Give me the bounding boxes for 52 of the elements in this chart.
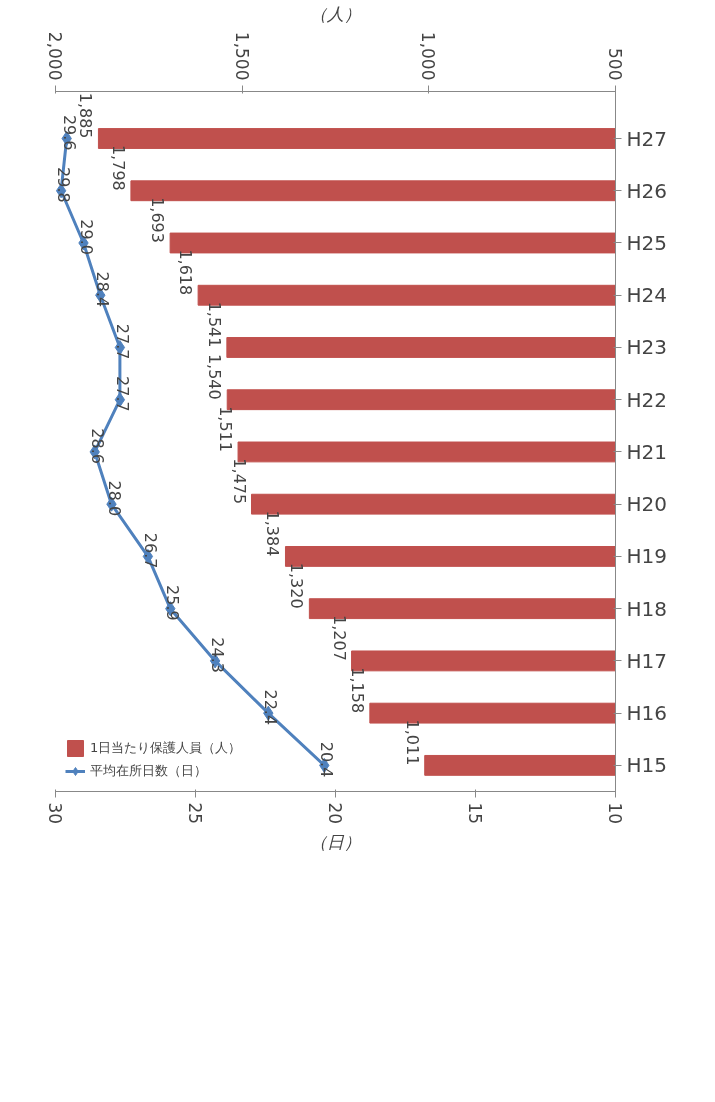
y-tick-label: H23 bbox=[626, 335, 667, 360]
x2-tick-label: 1,000 bbox=[418, 31, 439, 81]
x2-tick-label: 500 bbox=[605, 48, 625, 81]
x-tick-label: 30 bbox=[45, 802, 65, 825]
y-tick-label: H18 bbox=[626, 596, 667, 621]
x2-tick-label: 2,000 bbox=[45, 31, 65, 81]
x2-axis-title: （人） bbox=[310, 3, 361, 24]
data-label: 25.9 bbox=[163, 585, 183, 621]
y-tick-label: H15 bbox=[626, 753, 667, 778]
y-tick-label: H21 bbox=[626, 439, 667, 464]
data-label: 24.3 bbox=[208, 637, 228, 673]
data-label: 29.6 bbox=[59, 114, 79, 151]
data-label: 1,011 bbox=[402, 719, 422, 766]
legend-label: 1日当たり保護人員（人） bbox=[90, 739, 242, 757]
x-tick-label: 15 bbox=[465, 802, 485, 825]
data-label: 22.4 bbox=[261, 689, 281, 726]
data-label: 1,885 bbox=[76, 92, 96, 139]
y-tick-label: H24 bbox=[626, 283, 667, 308]
y-tick-label: H19 bbox=[626, 544, 667, 569]
data-label: 27.7 bbox=[112, 376, 132, 412]
data-label: 1,475 bbox=[229, 458, 249, 505]
data-label: 1,798 bbox=[108, 144, 128, 191]
data-label: 1,541 bbox=[204, 301, 224, 348]
y-tick-label: H22 bbox=[626, 387, 667, 412]
data-label: 29.8 bbox=[54, 167, 74, 203]
data-label: 29.0 bbox=[76, 219, 96, 255]
data-label: 1,618 bbox=[176, 249, 196, 296]
x2-tick-label: 1,500 bbox=[231, 31, 252, 81]
data-label: 1,158 bbox=[347, 667, 367, 714]
data-label: 1,320 bbox=[287, 562, 307, 609]
data-label: 26.7 bbox=[140, 532, 160, 569]
y-tick-label: H20 bbox=[626, 492, 667, 517]
data-label: 27.7 bbox=[112, 323, 132, 360]
data-label: 1,207 bbox=[329, 615, 349, 661]
x-tick-label: 10 bbox=[605, 802, 625, 825]
data-label: 28.0 bbox=[104, 480, 124, 517]
data-label: 1,540 bbox=[205, 353, 225, 400]
data-label: 28.4 bbox=[93, 271, 113, 308]
legend-label: 平均在所日数（日） bbox=[90, 762, 207, 780]
data-label: 20.4 bbox=[317, 741, 337, 778]
y-tick-label: H16 bbox=[626, 701, 667, 726]
data-label: 28.6 bbox=[87, 428, 107, 464]
x-tick-label: 20 bbox=[325, 802, 345, 825]
x-axis-title: （日） bbox=[310, 832, 361, 853]
y-tick-label: H26 bbox=[626, 178, 667, 203]
y-tick-label: H17 bbox=[626, 648, 667, 673]
data-label: 1,693 bbox=[148, 197, 168, 243]
y-tick-label: H27 bbox=[626, 126, 667, 151]
data-label: 1,511 bbox=[216, 406, 236, 452]
data-label: 1,384 bbox=[263, 510, 283, 557]
x-tick-label: 25 bbox=[185, 802, 205, 825]
y-tick-label: H25 bbox=[626, 230, 667, 255]
